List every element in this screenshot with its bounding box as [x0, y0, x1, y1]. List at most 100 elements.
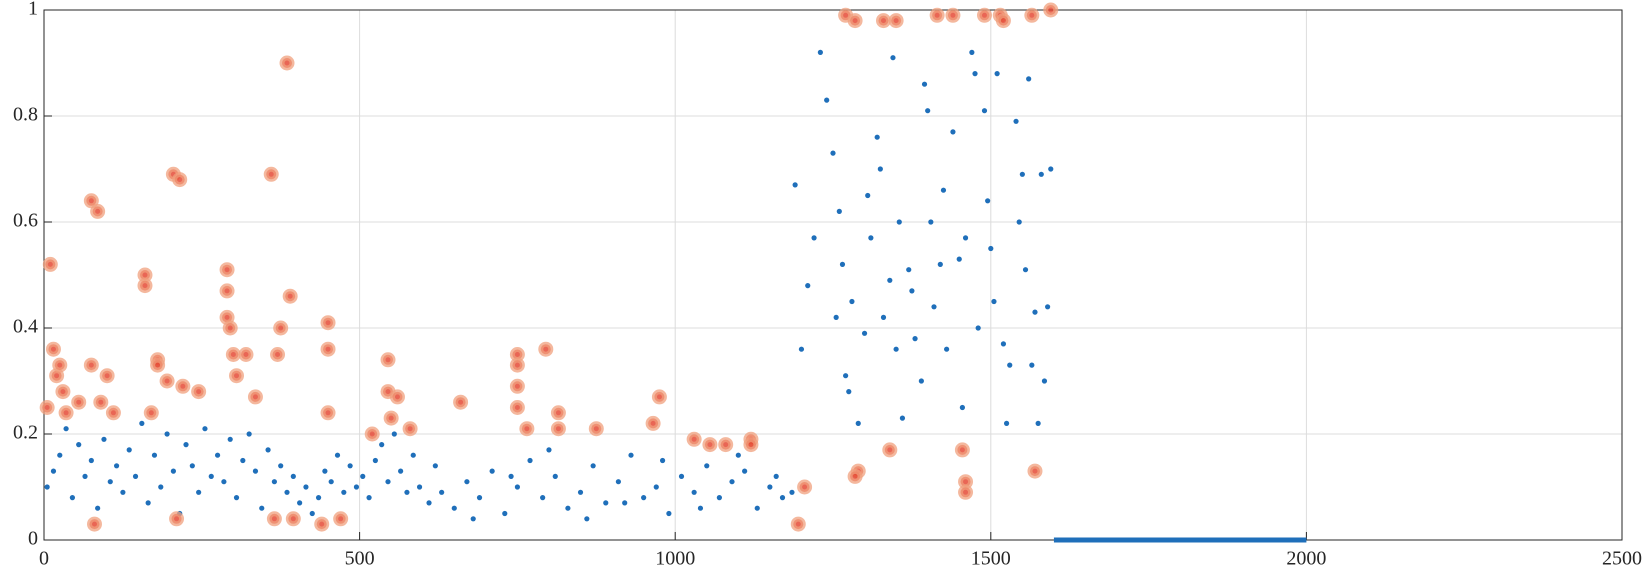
- data-point: [893, 346, 899, 352]
- highlighted-point: [42, 256, 58, 272]
- highlighted-point: [509, 378, 525, 394]
- data-point: [716, 495, 722, 501]
- data-point: [584, 516, 590, 522]
- highlighted-point: [52, 357, 68, 373]
- x-tick-label: 0: [39, 548, 49, 570]
- data-point: [928, 219, 934, 225]
- data-point: [189, 463, 195, 469]
- x-tick-label: 1000: [655, 548, 695, 570]
- data-point: [1029, 362, 1035, 368]
- highlighted-point: [222, 320, 238, 336]
- highlighted-point: [238, 347, 254, 362]
- highlighted-point: [39, 400, 55, 415]
- data-point: [861, 330, 868, 336]
- highlighted-point: [958, 484, 974, 500]
- data-point: [887, 277, 893, 283]
- data-point: [366, 495, 372, 501]
- data-point: [833, 314, 839, 320]
- data-point: [956, 256, 962, 262]
- data-point: [975, 325, 981, 331]
- data-point: [659, 457, 666, 464]
- data-point: [1013, 118, 1019, 124]
- data-point: [1000, 341, 1007, 347]
- data-point: [540, 495, 546, 501]
- data-point: [164, 431, 170, 437]
- data-point: [385, 479, 391, 485]
- data-point: [849, 298, 855, 305]
- data-point: [590, 463, 596, 469]
- highlighted-point: [995, 13, 1011, 29]
- data-point: [666, 510, 672, 517]
- highlighted-point: [159, 373, 175, 389]
- highlighted-point: [45, 341, 61, 357]
- data-point: [214, 452, 221, 458]
- data-point: [918, 378, 924, 384]
- highlighted-point: [509, 400, 525, 415]
- data-point: [1048, 166, 1054, 172]
- highlighted-point: [263, 166, 279, 182]
- data-point: [132, 473, 139, 479]
- data-point: [113, 463, 120, 469]
- data-point: [101, 436, 107, 442]
- highlighted-point: [929, 7, 945, 23]
- highlighted-point: [453, 394, 469, 410]
- data-point: [126, 447, 132, 453]
- data-point: [697, 505, 704, 511]
- data-point: [221, 479, 227, 485]
- data-point: [565, 505, 571, 511]
- data-point: [196, 489, 202, 495]
- data-point: [906, 267, 912, 273]
- data-point: [874, 134, 880, 140]
- highlighted-point: [229, 368, 245, 384]
- highlighted-point: [320, 341, 336, 357]
- data-point: [426, 500, 432, 506]
- highlighted-point: [538, 341, 554, 357]
- data-point: [158, 484, 164, 490]
- data-point: [151, 452, 158, 458]
- data-point: [334, 452, 341, 458]
- highlighted-point: [90, 203, 106, 219]
- highlighted-point: [83, 357, 99, 373]
- data-point: [940, 187, 947, 193]
- data-point: [439, 489, 445, 495]
- data-point: [527, 457, 533, 464]
- data-point: [57, 452, 63, 458]
- data-point: [824, 97, 830, 103]
- data-point: [233, 495, 240, 501]
- highlighted-point: [790, 516, 806, 532]
- data-point: [379, 442, 385, 448]
- x-tick-label: 1500: [971, 548, 1011, 570]
- data-point: [82, 473, 88, 479]
- data-point: [202, 426, 208, 432]
- data-point: [514, 484, 521, 490]
- highlighted-point: [320, 405, 336, 421]
- highlighted-point: [71, 394, 87, 410]
- data-point: [950, 129, 956, 135]
- data-point: [360, 473, 366, 479]
- data-point: [1003, 420, 1010, 426]
- highlighted-point: [686, 431, 702, 447]
- data-point: [865, 192, 871, 199]
- highlighted-point: [279, 55, 295, 71]
- data-point: [208, 473, 214, 479]
- data-point: [508, 473, 514, 479]
- data-point: [868, 235, 874, 241]
- data-point: [464, 479, 470, 485]
- highlighted-point: [389, 389, 405, 405]
- data-point: [735, 452, 741, 458]
- data-point: [890, 55, 896, 61]
- data-point: [145, 500, 151, 506]
- plot-frame: [43, 9, 1623, 541]
- data-point: [877, 166, 883, 172]
- data-point: [896, 219, 902, 225]
- data-point: [988, 245, 994, 252]
- highlighted-point: [875, 13, 891, 29]
- data-point: [470, 516, 476, 522]
- highlighted-point: [105, 405, 121, 421]
- highlighted-point: [976, 7, 992, 23]
- data-point: [959, 404, 965, 411]
- data-point: [944, 346, 950, 352]
- highlighted-point: [945, 7, 961, 23]
- data-point: [170, 468, 176, 474]
